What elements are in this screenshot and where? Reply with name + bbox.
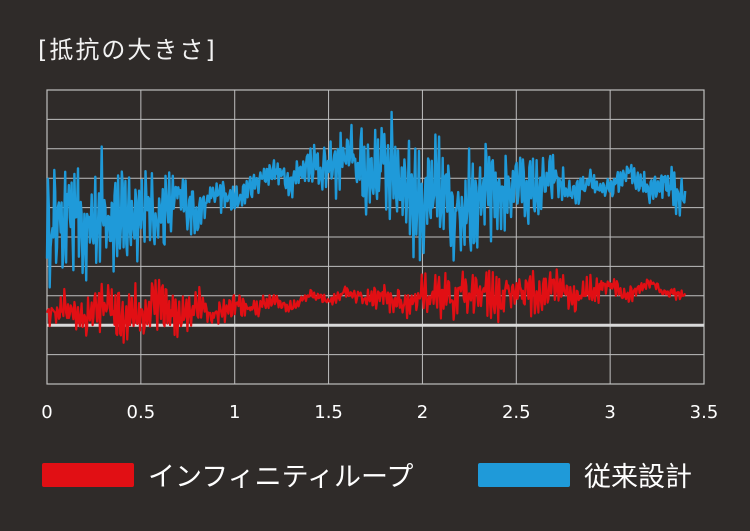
- legend-label-conventional: 従来設計: [584, 462, 692, 493]
- legend-item-infinity-loop: インフィニティループ: [42, 455, 413, 494]
- series-line-infinity-loop: [45, 268, 687, 344]
- x-tick-label: 2.5: [502, 402, 531, 423]
- x-tick-label: 0.5: [127, 402, 156, 423]
- x-tick-label: 1.5: [314, 402, 343, 423]
- x-tick-labels: 0 0.5 1 1.5 2 2.5 3 3.5: [41, 402, 718, 423]
- chart-title: [抵抗の大きさ]: [38, 36, 217, 64]
- x-tick-label: 2: [417, 402, 428, 423]
- x-tick-label: 3: [604, 402, 615, 423]
- legend-label-infinity-loop: インフィニティループ: [148, 462, 414, 493]
- legend-swatch-blue: [478, 462, 570, 487]
- series-layer: [45, 110, 687, 344]
- legend: インフィニティループ 従来設計: [0, 455, 750, 495]
- legend-swatch-red: [42, 462, 134, 487]
- x-tick-label: 3.5: [690, 402, 719, 423]
- x-tick-label: 0: [41, 402, 52, 423]
- legend-item-conventional: 従来設計: [478, 455, 692, 494]
- x-tick-label: 1: [229, 402, 240, 423]
- series-line-conventional: [45, 110, 687, 289]
